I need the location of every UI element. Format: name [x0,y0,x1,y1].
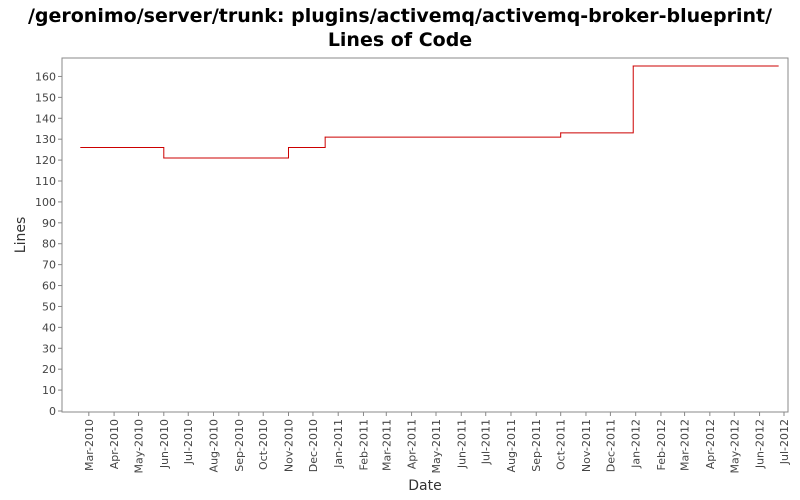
x-tick-label: May-2012 [728,419,741,474]
x-tick-label: Nov-2011 [580,419,593,472]
x-tick-label: Dec-2011 [604,419,617,472]
x-axis: Mar-2010 Apr-2010 May-2010 Jun-2010 Jul-2010… [83,412,791,474]
data-point [287,147,289,149]
x-tick-label: Jun-2012 [754,419,767,469]
x-tick-label: Mar-2011 [380,419,393,471]
x-tick-label: Mar-2010 [83,419,96,471]
x-tick-label: Apr-2010 [108,419,121,469]
data-point [632,65,634,67]
y-tick-label: 10 [42,384,56,397]
y-tick-label: 110 [35,175,56,188]
x-tick-label: May-2010 [133,419,146,474]
x-tick-label: Nov-2010 [282,419,295,472]
x-tick-label: Aug-2011 [505,419,518,472]
x-tick-label: Dec-2010 [307,419,320,472]
x-axis-label: Date [408,478,441,494]
x-tick-label: Apr-2012 [704,419,717,469]
x-tick-label: Jun-2011 [455,419,468,469]
y-tick-label: 60 [42,280,56,293]
x-tick-label: Jul-2010 [182,419,195,465]
data-point [163,157,165,159]
x-tick-label: Feb-2011 [357,419,370,470]
x-tick-label: Feb-2012 [655,419,668,470]
x-tick-label: Apr-2011 [406,419,419,469]
y-tick-label: 90 [42,217,56,230]
y-tick-label: 40 [42,321,56,334]
x-tick-label: May-2011 [430,419,443,474]
y-tick-label: 70 [42,259,56,272]
y-tick-label: 20 [42,363,56,376]
y-axis-label: Lines [13,217,29,253]
data-point [560,132,562,134]
y-tick-label: 130 [35,133,56,146]
y-tick-label: 0 [49,405,56,418]
series-layer [80,65,779,159]
x-tick-label: Jan-2011 [332,419,345,469]
data-point [777,65,779,67]
y-axis: 0 10 20 30 40 50 60 70 80 90 100 110 120 130 140 150 160 [35,70,62,418]
y-tick-label: 100 [35,196,56,209]
chart-title: /geronimo/server/trunk: plugins/activemq… [28,5,772,27]
x-tick-label: Mar-2012 [679,419,692,471]
x-tick-label: Jul-2011 [480,419,493,465]
x-tick-label: Jul-2012 [778,419,791,465]
data-point [80,147,82,149]
x-tick-label: Sep-2010 [233,419,246,472]
x-tick-label: Jun-2010 [158,419,171,469]
plot-area [61,57,789,413]
x-tick-label: Aug-2010 [208,419,221,472]
x-tick-label: Jan-2012 [630,419,643,469]
series-line [80,65,779,159]
y-tick-label: 120 [35,154,56,167]
chart-subtitle: Lines of Code [328,29,472,51]
y-tick-label: 140 [35,112,56,125]
y-tick-label: 50 [42,300,56,313]
y-tick-label: 30 [42,342,56,355]
x-tick-label: Oct-2011 [555,419,568,470]
x-tick-label: Sep-2011 [530,419,543,472]
y-tick-label: 80 [42,238,56,251]
y-tick-label: 160 [35,70,56,83]
data-point [324,136,326,138]
x-tick-label: Oct-2010 [257,419,270,470]
y-tick-label: 150 [35,91,56,104]
